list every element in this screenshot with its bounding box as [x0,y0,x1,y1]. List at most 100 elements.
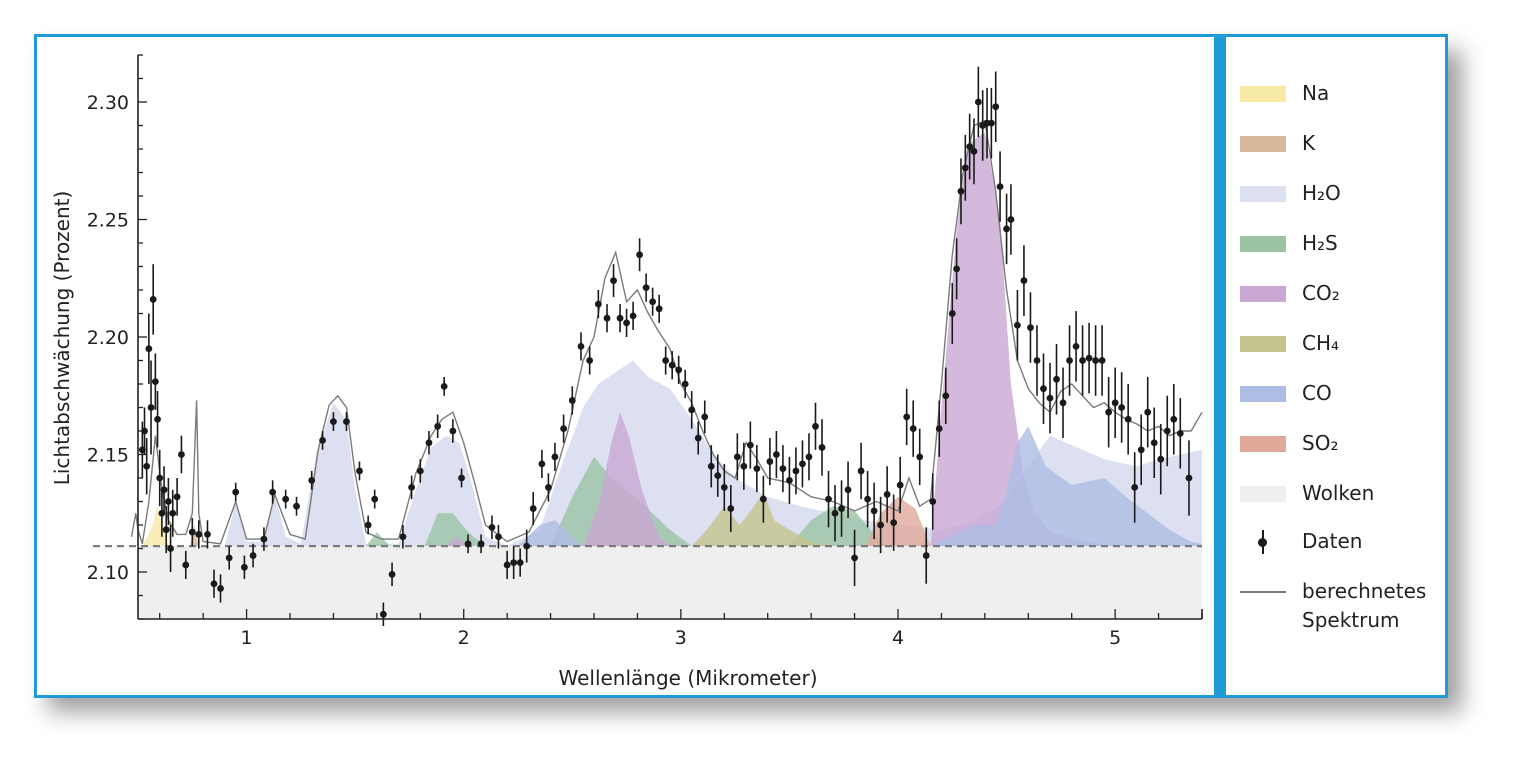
data-marker [356,467,363,475]
data-marker [1003,225,1010,233]
data-marker [857,467,865,475]
data-point [966,113,974,180]
legend-label-ch4: CH₄ [1302,331,1340,355]
data-point [896,456,904,514]
data-point [903,388,911,446]
data-marker [160,486,168,494]
data-marker [269,488,277,496]
data-point [1124,384,1132,455]
data-point [603,304,611,333]
data-point [792,447,800,495]
data-marker [594,300,602,308]
data-marker [1163,427,1171,435]
data-point [577,332,585,361]
data-marker [1137,446,1145,454]
data-point [1072,311,1080,382]
data-point [773,431,780,478]
data-point [232,482,240,502]
data-point [356,461,363,481]
data-marker [167,545,174,552]
y-tick-label: 2.25 [87,210,129,232]
data-point [1131,452,1139,523]
x-tick-label: 1 [241,627,253,649]
data-marker [681,380,689,388]
data-point [1118,372,1126,443]
data-marker [440,382,448,390]
data-point [1098,325,1106,396]
data-point [1085,322,1093,394]
data-marker [225,554,233,562]
data-point [753,445,761,493]
data-point [727,485,735,533]
legend: Na K H₂O H₂S CO₂ CH₄ CO SO₂ [1226,34,1448,698]
data-point [560,414,567,443]
data-marker [232,488,240,496]
x-axis-label: Wellenlänge (Mikrometer) [558,666,817,690]
data-marker [922,552,930,559]
data-point [538,449,546,478]
data-marker [1157,455,1165,463]
data-point [720,463,728,511]
data-marker [812,422,819,430]
data-point [458,468,465,488]
data-point [942,367,950,424]
legend-item-so2: SO₂ [1240,429,1338,458]
y-tick-label: 2.15 [87,445,129,467]
data-point [1137,414,1145,486]
data-point [195,520,203,549]
data-point [1176,398,1184,469]
data-point [160,466,168,514]
data-point [210,569,218,598]
data-marker [1092,357,1099,364]
data-marker [649,298,657,306]
data-marker [992,103,1000,111]
data-marker [399,533,407,541]
data-point [623,308,630,337]
data-point [1040,353,1047,424]
data-point [516,548,524,577]
data-marker [182,561,190,569]
data-marker [282,495,290,503]
data-point [1066,325,1073,396]
data-point [649,287,657,316]
data-marker [831,509,839,517]
data-marker [1033,357,1041,364]
legend-label-k: K [1302,131,1316,155]
data-point [818,419,826,476]
data-point [957,158,965,225]
data-marker [149,296,157,303]
data-marker [529,505,537,512]
axes: 2.10 2.15 2.20 2.25 2.30 1 2 3 4 5 [87,54,1203,649]
data-marker [156,474,164,482]
data-marker [545,484,552,491]
data-point [675,355,683,384]
data-point [188,517,196,547]
data-point [688,391,696,429]
data-point [173,478,181,516]
legend-swatch-clouds [1240,485,1286,502]
data-marker [916,453,924,461]
line-icon [1240,580,1286,604]
data-marker [890,519,898,527]
data-point [147,360,155,455]
legend-label-data: Daten [1302,529,1363,553]
data-marker [1098,357,1106,364]
data-marker [173,493,181,501]
data-marker [388,570,396,578]
data-marker [217,585,224,592]
data-marker [577,343,585,350]
legend-label-co2: CO₂ [1302,281,1340,305]
data-marker [629,312,637,320]
data-marker [319,437,326,444]
data-marker [733,453,741,461]
data-marker [740,462,748,470]
data-marker [694,434,702,442]
x-tick-label: 5 [1109,627,1121,649]
data-marker [371,495,379,503]
data-marker [877,521,885,529]
data-point [883,466,891,523]
data-point [141,407,148,455]
legend-swatch-k [1240,135,1286,152]
legend-label-h2s: H₂S [1302,231,1338,255]
data-point [1014,290,1021,361]
